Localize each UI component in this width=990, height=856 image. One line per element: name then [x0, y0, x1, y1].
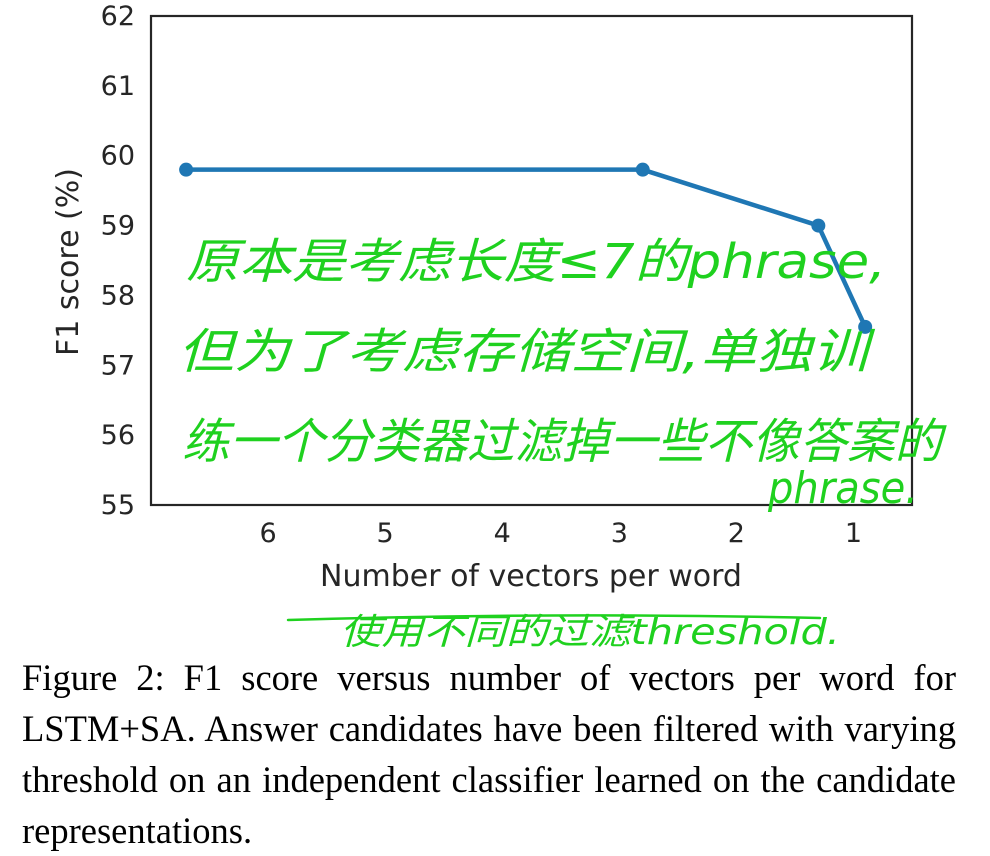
x-axis-label: Number of vectors per word	[320, 559, 742, 594]
data-point	[858, 319, 873, 334]
f1-line-chart: 55 56 57 58 59 60 61 62 6 5 4 3 2 1 F1 score (%) Num…	[51, 1, 947, 650]
handwritten-note-line2: 但为了考虑存储空间,单独训	[178, 324, 876, 380]
handwritten-note-line4: phrase.	[767, 463, 918, 514]
y-tick-label: 61	[101, 71, 135, 102]
data-point	[635, 162, 650, 177]
y-tick-label: 57	[101, 350, 135, 381]
series-line	[186, 167, 868, 328]
handwritten-note-line1: 原本是考虑长度≤7的phrase,	[186, 234, 886, 290]
y-tick-label: 58	[101, 280, 135, 311]
series-group	[179, 162, 873, 334]
y-axis-label: F1 score (%)	[51, 168, 86, 356]
handwritten-note-line3: 练一个分类器过滤掉一些不像答案的	[182, 414, 947, 470]
data-point	[179, 162, 194, 177]
y-tick-label: 59	[101, 211, 135, 242]
x-axis-ticks: 6 5 4 3 2 1	[259, 518, 862, 549]
y-tick-label: 56	[101, 420, 135, 451]
y-tick-label: 62	[101, 1, 135, 32]
y-tick-label: 55	[101, 490, 135, 521]
x-tick-label: 2	[728, 518, 745, 549]
y-tick-label: 60	[101, 141, 135, 172]
handwritten-xlabel-note: 使用不同的过滤threshold.	[340, 612, 840, 650]
x-tick-label: 1	[845, 518, 862, 549]
x-tick-label: 4	[494, 518, 511, 549]
x-tick-label: 5	[377, 518, 394, 549]
x-tick-label: 3	[611, 518, 628, 549]
y-axis-ticks: 55 56 57 58 59 60 61 62	[101, 1, 135, 521]
handwritten-underline	[286, 614, 822, 622]
plot-frame	[149, 14, 914, 507]
data-point	[811, 218, 826, 233]
x-tick-label: 6	[259, 518, 276, 549]
figure-caption: Figure 2: F1 score versus number of vect…	[22, 657, 956, 851]
